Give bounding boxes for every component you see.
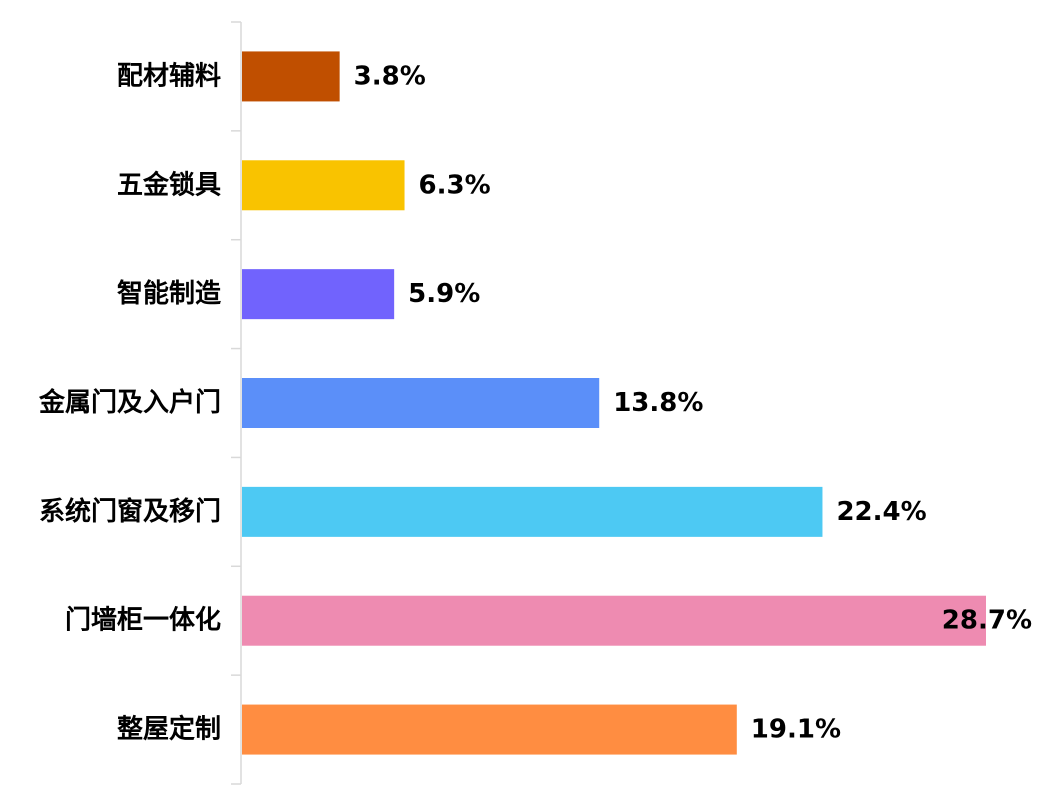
category-tick-label: 整屋定制 (117, 714, 221, 745)
category-tick-label: 五金锁具 (117, 169, 221, 200)
data-label: 28.7% (942, 606, 1032, 636)
data-label: 22.4% (836, 497, 926, 527)
category-tick-label: 金属门及入户门 (38, 387, 221, 418)
bar (242, 160, 405, 211)
data-label: 3.8% (354, 61, 426, 91)
category-tick-label: 系统门窗及移门 (39, 496, 221, 527)
data-label: 6.3% (419, 170, 491, 200)
bar-series (242, 51, 986, 755)
category-tick-label: 配材辅料 (117, 61, 221, 91)
bar (242, 704, 737, 755)
bar (242, 595, 986, 646)
data-label: 13.8% (613, 388, 703, 418)
label-layer: 配材辅料 3.8% 五金锁具 6.3% 智能制造 5.9% 金属门及入户门 13.8% 系统门窗… (38, 61, 1032, 744)
y-axis (231, 21, 242, 785)
bar (242, 486, 823, 537)
bar (242, 269, 395, 320)
bar (242, 378, 600, 428)
data-label: 5.9% (408, 279, 480, 309)
bar (242, 51, 340, 102)
category-tick-label: 智能制造 (117, 278, 221, 309)
category-tick-label: 门墙柜一体化 (65, 606, 221, 636)
data-label: 19.1% (751, 715, 841, 745)
